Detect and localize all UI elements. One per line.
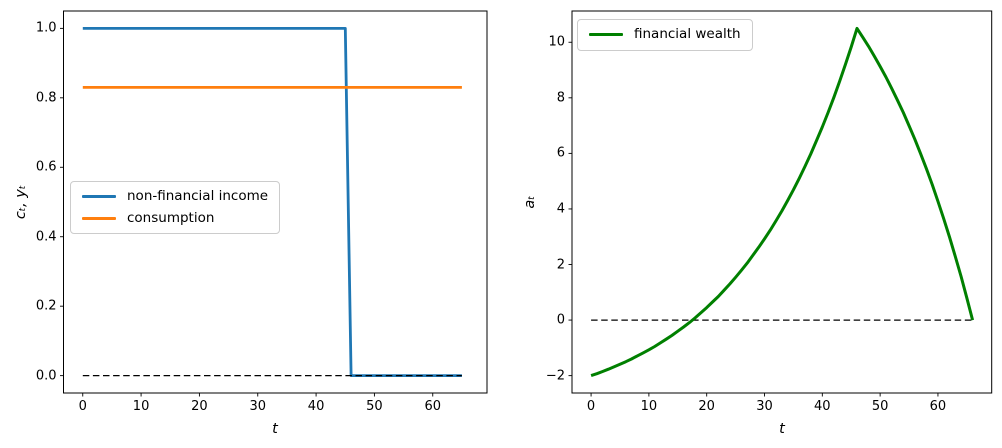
right-x-axis-label: t <box>779 421 785 437</box>
legend-label: financial wealth <box>634 26 741 42</box>
right-y-tick-label: −2 <box>545 368 565 384</box>
axes-spines <box>571 10 993 394</box>
left-x-tick-label: 20 <box>191 399 208 414</box>
legend-item-non-financial-income: non-financial income <box>82 188 269 204</box>
legend-label: non-financial income <box>127 188 269 204</box>
right-y-tick-label: 0 <box>556 312 565 328</box>
left-x-axis-label: t <box>272 421 278 437</box>
right-y-tick-label: 8 <box>556 90 565 106</box>
right-x-tick-label: 10 <box>640 399 658 414</box>
right-x-tick-label: 50 <box>871 399 889 414</box>
legend-item-consumption: consumption <box>82 209 268 226</box>
left-legend: non-financial income consumption <box>70 181 281 234</box>
left-y-tick-label: 0.8 <box>35 90 57 106</box>
non-financial-income-line-sample <box>82 195 116 199</box>
left-y-tick-label: 0.6 <box>35 159 57 175</box>
right-x-tick-label: 40 <box>814 399 831 414</box>
left-x-tick-label: 10 <box>132 399 150 414</box>
left-y-tick-label: 0.2 <box>35 298 57 314</box>
left-y-tick-label: 1.0 <box>35 20 57 36</box>
right-y-tick-label: 6 <box>556 145 565 161</box>
left-x-tick-label: 60 <box>424 399 442 414</box>
left-x-tick-label: 30 <box>249 399 267 414</box>
financial-wealth-line-sample <box>589 33 623 37</box>
right-x-tick-label: 30 <box>756 399 773 414</box>
series-financial-wealth <box>590 26 975 378</box>
right-x-tick-label: 0 <box>586 399 596 414</box>
left-x-tick-label: 40 <box>307 399 325 414</box>
right-x-tick-label: 20 <box>698 399 715 414</box>
right-y-tick-label: 2 <box>556 257 565 272</box>
legend-item-financial-wealth: financial wealth <box>589 26 741 42</box>
right-x-tick-label: 60 <box>929 399 947 414</box>
right-y-tick-label: 4 <box>556 201 565 217</box>
right-y-tick-label: 10 <box>548 34 565 50</box>
axes-spines <box>63 10 488 394</box>
right-legend: financial wealth <box>577 19 753 51</box>
legend-label: consumption <box>127 209 215 226</box>
left-x-tick-label: 0 <box>78 399 87 414</box>
consumption-line-sample <box>82 216 116 220</box>
left-y-tick-label: 0.4 <box>35 229 57 245</box>
left-x-tick-label: 50 <box>366 399 383 414</box>
left-y-tick-label: 0.0 <box>35 368 57 384</box>
